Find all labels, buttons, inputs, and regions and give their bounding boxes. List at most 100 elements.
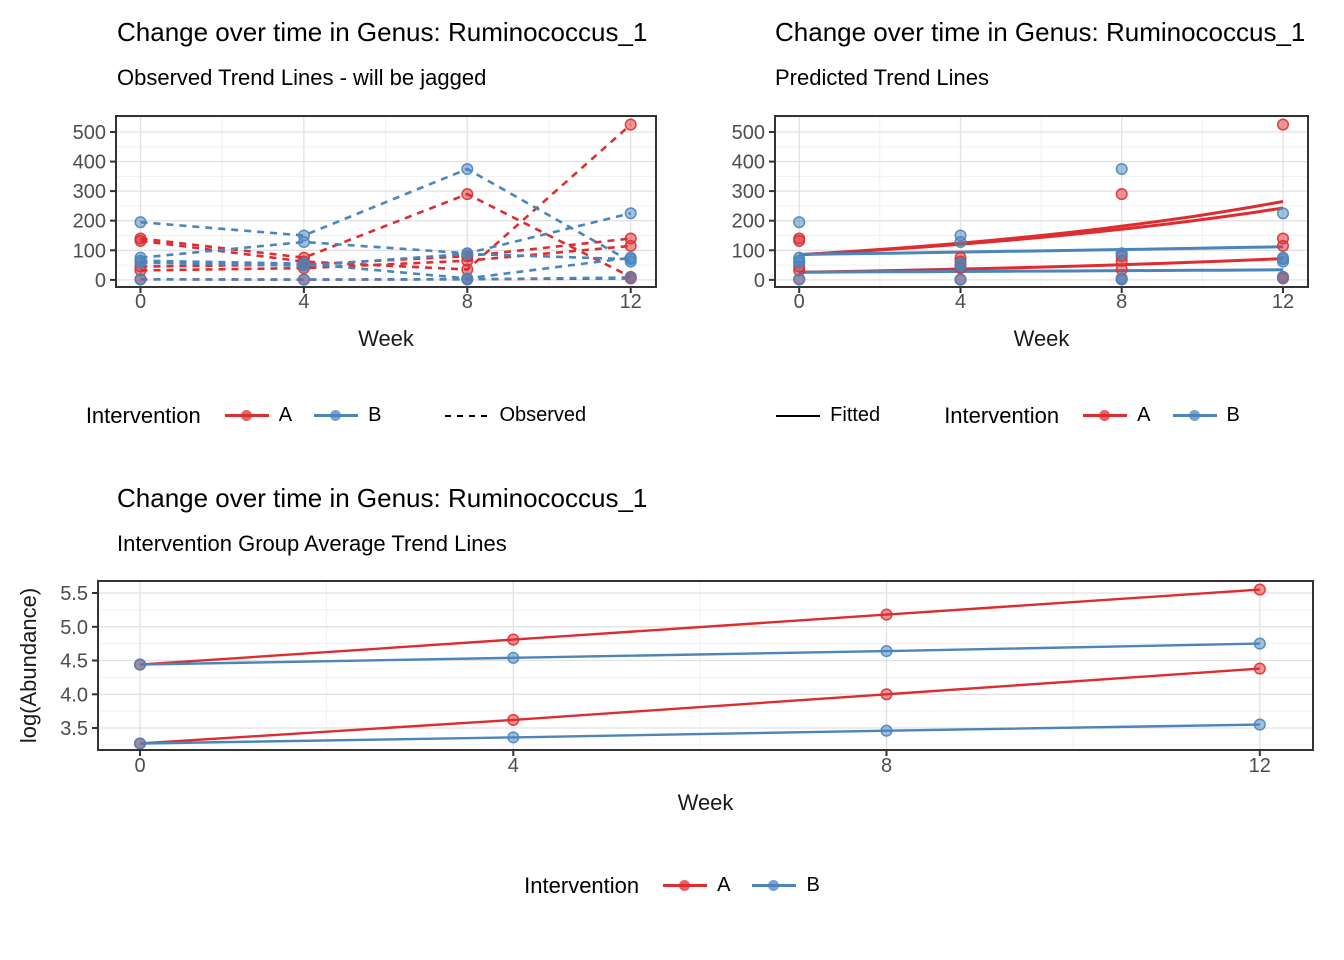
data-point-A [624,239,637,252]
x-axis-tick-label: 0 [135,291,146,313]
legend-label-b: B [368,404,382,427]
predicted-plot-title: Change over time in Genus: Ruminococcus_… [775,17,1306,47]
legend-label-b: B [806,874,820,897]
average-plot-title: Change over time in Genus: Ruminococcus_… [117,483,648,513]
dashed-line-key-icon [445,414,490,418]
x-axis-tick-label: 12 [620,291,642,313]
y-axis-tick-label: 4.5 [60,650,88,672]
fitted-line-B [799,268,1284,274]
legend-key-a-icon [224,410,269,422]
y-axis-tick-label: 500 [732,122,765,144]
trend-line-B [140,256,631,280]
x-axis-tick-label: 8 [1116,291,1127,313]
x-axis-tick-label: 0 [134,755,145,777]
x-axis-tick-label: 4 [955,291,966,313]
y-axis-tick-label: 5.0 [60,617,88,639]
data-point-A [624,118,637,131]
legend-item-fitted: Fitted [776,404,880,427]
legend-key-b-icon [752,880,797,892]
linetype-legend-group: Fitted [776,404,880,427]
data-point-B [133,658,147,671]
data-point-A [793,234,806,247]
data-point-B [880,644,893,657]
legend-item-b: B [752,874,820,897]
panel-border [115,114,657,288]
trend-line-A [140,123,632,271]
y-axis-tick-label: 400 [732,151,765,173]
y-axis-tick-label: 300 [73,181,106,203]
x-axis-tick-label: 4 [508,755,519,777]
average-plot-subtitle: Intervention Group Average Trend Lines [117,530,507,556]
trend-line-A [139,667,1260,745]
y-axis-tick-label: 400 [73,151,106,173]
data-point-B [1115,162,1128,175]
legend-key-a-icon [663,880,708,892]
fitted-line-B [799,245,1284,256]
observed-plot-title: Change over time in Genus: Ruminococcus_… [117,17,648,47]
data-point-B [461,162,474,175]
data-point-B [624,271,637,284]
y-axis-tick-label: 300 [732,181,765,203]
solid-line-key-icon [776,414,821,418]
legend-label-b: B [1226,404,1240,427]
data-point-B [1253,718,1266,731]
trend-line-B [139,642,1260,666]
average-plot-panel: 3.5 4.0 4.5 5.0 5.5 0 4 8 12 Week log(Abundance) [16,579,1314,815]
legend-label-a: A [278,404,293,427]
intervention-legend-group: Intervention A B [524,873,820,899]
legend-title: Intervention [944,402,1060,428]
legend-label-fitted: Fitted [830,404,881,427]
average-plot-legend: Intervention A B [0,873,1344,899]
legend-key-a-icon [1083,410,1128,422]
legend-item-a: A [663,874,730,897]
panel-border [97,579,1314,751]
data-point-B [954,235,967,248]
observed-plot-section: Change over time in Genus: Ruminococcus_… [0,0,672,462]
data-point-B [1276,207,1290,220]
y-axis-tick-label: 5.5 [60,583,88,605]
data-point-B [793,256,806,269]
y-axis-tick-label: 100 [732,240,765,262]
legend-title: Intervention [85,402,201,428]
data-point-B [954,259,967,272]
predicted-plot-panel: 0 100 200 300 400 500 0 4 8 12 Week [732,114,1309,351]
data-point-B [134,215,147,229]
y-axis-tick-label: 500 [73,122,106,144]
trend-line-B [139,723,1260,745]
data-point-B [297,235,310,248]
legend-item-b: B [314,404,381,427]
data-point-A [1253,583,1266,596]
data-point-A [461,187,474,200]
data-point-B [1253,637,1266,650]
data-point-B [507,651,520,664]
data-point-A [880,608,893,621]
data-point-B [954,273,967,286]
data-point-B [793,215,806,229]
data-point-A [880,688,893,701]
y-axis-tick-label: 3.5 [60,718,88,740]
trend-line-A [140,244,631,272]
observed-plot-subtitle: Observed Trend Lines - will be jagged [117,64,487,90]
data-point-A [1115,187,1128,200]
data-point-B [461,247,474,260]
y-axis-tick-label: 200 [73,210,106,232]
data-point-B [134,256,147,269]
data-point-B [133,737,147,750]
y-axis-tick-label: 0 [754,270,765,292]
data-point-B [1115,273,1128,286]
x-axis-tick-label: 12 [1249,755,1271,777]
intervention-legend-group: Intervention A B [944,403,1240,429]
data-point-B [624,207,637,220]
x-axis-label: Week [1014,326,1071,351]
y-axis-tick-label: 4.0 [60,684,88,706]
x-axis-tick-label: 4 [298,291,309,313]
legend-item-a: A [224,404,293,427]
data-point-B [624,252,637,266]
linetype-legend-group: Observed [445,404,586,427]
data-point-B [461,273,474,286]
intervention-legend-group: Intervention A B [86,403,382,429]
data-point-A [1253,662,1266,675]
legend-item-observed: Observed [445,404,586,427]
data-point-B [793,273,806,286]
